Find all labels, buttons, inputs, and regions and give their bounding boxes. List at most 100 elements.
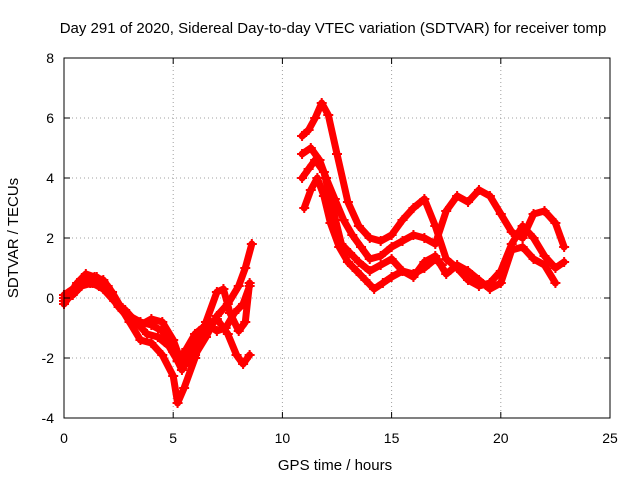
y-tick-label: 2: [46, 230, 54, 246]
data-point-marker: [550, 218, 561, 228]
series-line: [60, 270, 254, 374]
data-point-marker: [345, 248, 356, 258]
data-point-marker: [332, 149, 342, 159]
data-point-marker: [441, 206, 452, 216]
data-point-marker: [146, 320, 157, 330]
data-point-marker: [441, 269, 452, 279]
data-point-marker: [231, 350, 242, 360]
data-point-marker: [484, 284, 495, 294]
data-point-marker: [246, 239, 257, 249]
data-point-marker: [347, 230, 358, 240]
data-point-marker: [517, 242, 528, 252]
data-point-marker: [325, 218, 336, 228]
data-point-marker: [310, 155, 321, 165]
data-point-marker: [539, 260, 550, 270]
data-point-marker: [495, 278, 506, 288]
series-track-8: [299, 173, 447, 294]
chart-title: Day 291 of 2020, Sidereal Day-to-day VTE…: [60, 20, 607, 37]
data-point-marker: [408, 230, 419, 240]
data-point-marker: [179, 383, 190, 393]
data-point-marker: [115, 302, 126, 312]
data-point-marker: [303, 164, 314, 174]
data-point-marker: [211, 287, 222, 297]
y-axis-label: SDTVAR / TECUs: [5, 178, 22, 298]
data-point-marker: [65, 290, 76, 300]
data-point-marker: [375, 236, 386, 246]
data-point-marker: [441, 254, 452, 264]
data-point-marker: [495, 209, 506, 219]
data-point-marker: [305, 143, 316, 153]
data-point-marker: [297, 173, 308, 183]
data-point-marker: [124, 311, 135, 321]
data-point-marker: [211, 314, 222, 324]
data-point-marker: [240, 263, 251, 273]
data-point-marker: [157, 317, 168, 327]
data-point-marker: [238, 299, 249, 309]
data-point-marker: [436, 260, 447, 270]
y-tick-label: -4: [42, 410, 55, 426]
data-point-marker: [176, 365, 187, 375]
data-point-marker: [141, 329, 152, 339]
data-series: [59, 98, 570, 408]
data-point-marker: [452, 260, 463, 270]
data-point-marker: [397, 266, 408, 276]
data-point-marker: [342, 197, 353, 207]
data-point-marker: [185, 347, 196, 357]
data-point-marker: [89, 272, 100, 282]
data-point-marker: [430, 254, 441, 264]
data-point-marker: [419, 233, 430, 243]
data-point-marker: [194, 326, 205, 336]
data-point-marker: [506, 227, 517, 237]
data-point-marker: [473, 185, 484, 195]
data-point-marker: [463, 266, 474, 276]
data-point-marker: [419, 263, 430, 273]
y-tick-label: 4: [46, 170, 54, 186]
data-point-marker: [107, 287, 118, 297]
data-point-marker: [211, 326, 222, 336]
series-track-4: [59, 269, 255, 375]
data-point-marker: [146, 338, 157, 348]
data-point-marker: [506, 245, 517, 255]
data-point-marker: [473, 275, 484, 285]
data-point-marker: [528, 233, 539, 243]
data-point-marker: [528, 209, 539, 219]
data-point-marker: [318, 191, 329, 201]
data-point-marker: [408, 269, 419, 279]
data-point-marker: [244, 350, 255, 360]
data-point-marker: [318, 167, 329, 177]
data-point-marker: [172, 398, 183, 408]
data-point-marker: [168, 347, 179, 357]
x-tick-label: 15: [384, 430, 400, 446]
data-point-marker: [342, 257, 353, 267]
data-point-marker: [233, 326, 244, 336]
data-point-marker: [364, 266, 375, 276]
data-point-marker: [310, 113, 321, 123]
data-point-marker: [375, 251, 386, 261]
data-point-marker: [397, 236, 408, 246]
data-point-marker: [351, 266, 362, 276]
data-point-marker: [240, 317, 251, 327]
data-point-marker: [312, 173, 323, 183]
data-point-marker: [152, 332, 163, 342]
data-point-marker: [559, 257, 570, 267]
data-point-marker: [229, 308, 240, 318]
data-point-marker: [377, 278, 388, 288]
data-point-marker: [303, 125, 314, 135]
x-tick-label: 10: [275, 430, 291, 446]
data-point-marker: [80, 269, 91, 279]
y-tick-label: 0: [46, 290, 54, 306]
data-point-marker: [157, 350, 168, 360]
data-point-marker: [360, 275, 371, 285]
data-point-marker: [408, 203, 419, 213]
x-tick-label: 0: [60, 430, 68, 446]
y-tick-label: -2: [42, 350, 55, 366]
data-point-marker: [364, 254, 375, 264]
data-point-marker: [218, 284, 229, 294]
data-point-marker: [419, 194, 430, 204]
data-point-marker: [203, 320, 214, 330]
series-track-6: [297, 143, 570, 264]
data-point-marker: [559, 242, 570, 252]
data-point-marker: [550, 263, 561, 273]
data-point-marker: [356, 242, 367, 252]
